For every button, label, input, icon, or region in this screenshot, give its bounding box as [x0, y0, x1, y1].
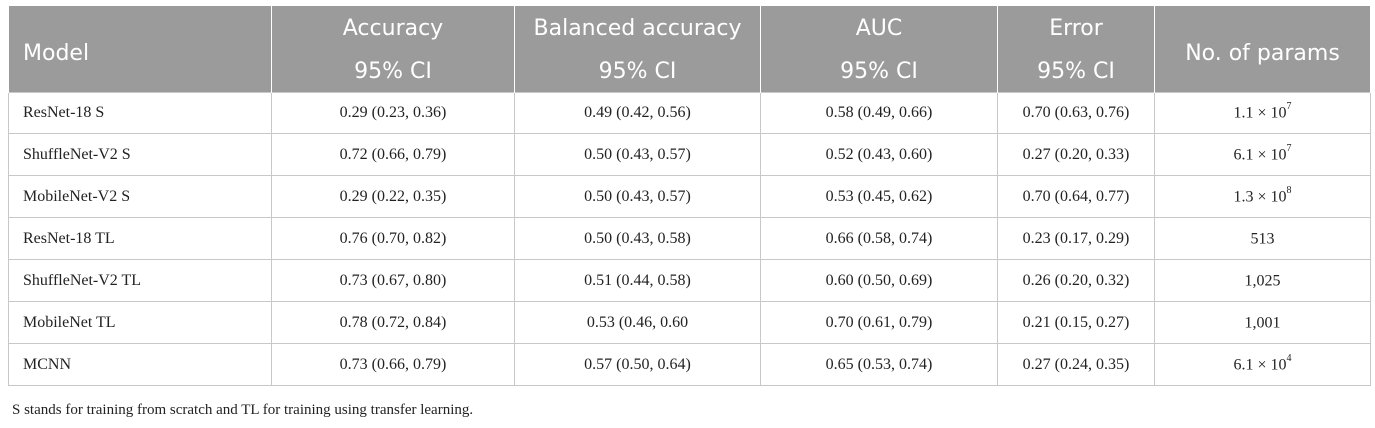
table-row: ResNet-18 TL 0.76 (0.70, 0.82) 0.50 (0.4… — [8, 217, 1371, 260]
header-balanced-accuracy-ci: 95% CI — [514, 50, 761, 93]
cell-auc: 0.53 (0.45, 0.62) — [760, 175, 998, 218]
results-table: Model Accuracy Balanced accuracy AUC Err… — [8, 6, 1371, 386]
params-base: 1.1 × 10 — [1233, 104, 1287, 122]
table-row: ShuffleNet-V2 TL 0.73 (0.67, 0.80) 0.51 … — [8, 259, 1371, 302]
params-base: 1,025 — [1244, 272, 1281, 290]
table-row: ShuffleNet-V2 S 0.72 (0.66, 0.79) 0.50 (… — [8, 133, 1371, 176]
cell-params: 1,025 — [1154, 259, 1371, 302]
cell-model: MobileNet-V2 S — [8, 175, 272, 218]
cell-balanced-accuracy: 0.50 (0.43, 0.57) — [514, 133, 761, 176]
cell-balanced-accuracy: 0.57 (0.50, 0.64) — [514, 343, 761, 386]
header-model: Model — [8, 6, 272, 93]
header-error: Error — [997, 6, 1155, 50]
params-base: 1.3 × 10 — [1233, 188, 1287, 206]
cell-params: 1.1 × 107 — [1154, 92, 1371, 134]
header-balanced-accuracy: Balanced accuracy — [514, 6, 761, 50]
cell-accuracy: 0.76 (0.70, 0.82) — [271, 217, 515, 260]
table-header: Model Accuracy Balanced accuracy AUC Err… — [8, 6, 1371, 93]
cell-auc: 0.70 (0.61, 0.79) — [760, 301, 998, 344]
cell-balanced-accuracy: 0.53 (0.46, 0.60 — [514, 301, 761, 344]
cell-error: 0.70 (0.63, 0.76) — [997, 92, 1155, 134]
table-row: ResNet-18 S 0.29 (0.23, 0.36) 0.49 (0.42… — [8, 92, 1371, 134]
cell-accuracy: 0.73 (0.67, 0.80) — [271, 259, 515, 302]
cell-accuracy: 0.29 (0.23, 0.36) — [271, 92, 515, 134]
table-body: ResNet-18 S 0.29 (0.23, 0.36) 0.49 (0.42… — [8, 92, 1371, 386]
results-table-container: Model Accuracy Balanced accuracy AUC Err… — [8, 6, 1371, 386]
params-base: 1,001 — [1244, 314, 1281, 332]
cell-error: 0.26 (0.20, 0.32) — [997, 259, 1155, 302]
cell-model: ShuffleNet-V2 S — [8, 133, 272, 176]
cell-model: MobileNet TL — [8, 301, 272, 344]
cell-model: ResNet-18 S — [8, 92, 272, 134]
params-base: 513 — [1250, 230, 1275, 248]
cell-accuracy: 0.73 (0.66, 0.79) — [271, 343, 515, 386]
table-row: MobileNet TL 0.78 (0.72, 0.84) 0.53 (0.4… — [8, 301, 1371, 344]
cell-auc: 0.66 (0.58, 0.74) — [760, 217, 998, 260]
params-base: 6.1 × 10 — [1233, 146, 1287, 164]
cell-model: ResNet-18 TL — [8, 217, 272, 260]
cell-model: MCNN — [8, 343, 272, 386]
cell-accuracy: 0.29 (0.22, 0.35) — [271, 175, 515, 218]
table-footnote: S stands for training from scratch and T… — [12, 402, 474, 418]
cell-error: 0.27 (0.20, 0.33) — [997, 133, 1155, 176]
cell-accuracy: 0.78 (0.72, 0.84) — [271, 301, 515, 344]
cell-balanced-accuracy: 0.50 (0.43, 0.58) — [514, 217, 761, 260]
cell-auc: 0.52 (0.43, 0.60) — [760, 133, 998, 176]
cell-params: 1,001 — [1154, 301, 1371, 344]
cell-params: 6.1 × 107 — [1154, 133, 1371, 176]
cell-params: 6.1 × 104 — [1154, 343, 1371, 386]
table-row: MCNN 0.73 (0.66, 0.79) 0.57 (0.50, 0.64)… — [8, 343, 1371, 386]
cell-params: 513 — [1154, 217, 1371, 260]
header-auc: AUC — [760, 6, 998, 50]
cell-error: 0.70 (0.64, 0.77) — [997, 175, 1155, 218]
header-accuracy-ci: 95% CI — [271, 50, 515, 93]
header-error-ci: 95% CI — [997, 50, 1155, 93]
cell-auc: 0.65 (0.53, 0.74) — [760, 343, 998, 386]
cell-auc: 0.60 (0.50, 0.69) — [760, 259, 998, 302]
cell-error: 0.23 (0.17, 0.29) — [997, 217, 1155, 260]
cell-balanced-accuracy: 0.51 (0.44, 0.58) — [514, 259, 761, 302]
cell-balanced-accuracy: 0.49 (0.42, 0.56) — [514, 92, 761, 134]
header-params: No. of params — [1154, 6, 1371, 93]
cell-balanced-accuracy: 0.50 (0.43, 0.57) — [514, 175, 761, 218]
params-exponent: 7 — [1286, 142, 1292, 154]
cell-accuracy: 0.72 (0.66, 0.79) — [271, 133, 515, 176]
cell-model: ShuffleNet-V2 TL — [8, 259, 272, 302]
params-base: 6.1 × 10 — [1233, 356, 1287, 374]
cell-params: 1.3 × 108 — [1154, 175, 1371, 218]
params-exponent: 7 — [1286, 101, 1292, 113]
cell-auc: 0.58 (0.49, 0.66) — [760, 92, 998, 134]
header-accuracy: Accuracy — [271, 6, 515, 50]
params-exponent: 4 — [1286, 352, 1292, 364]
params-exponent: 8 — [1286, 184, 1292, 196]
cell-error: 0.27 (0.24, 0.35) — [997, 343, 1155, 386]
cell-error: 0.21 (0.15, 0.27) — [997, 301, 1155, 344]
header-auc-ci: 95% CI — [760, 50, 998, 93]
table-row: MobileNet-V2 S 0.29 (0.22, 0.35) 0.50 (0… — [8, 175, 1371, 218]
